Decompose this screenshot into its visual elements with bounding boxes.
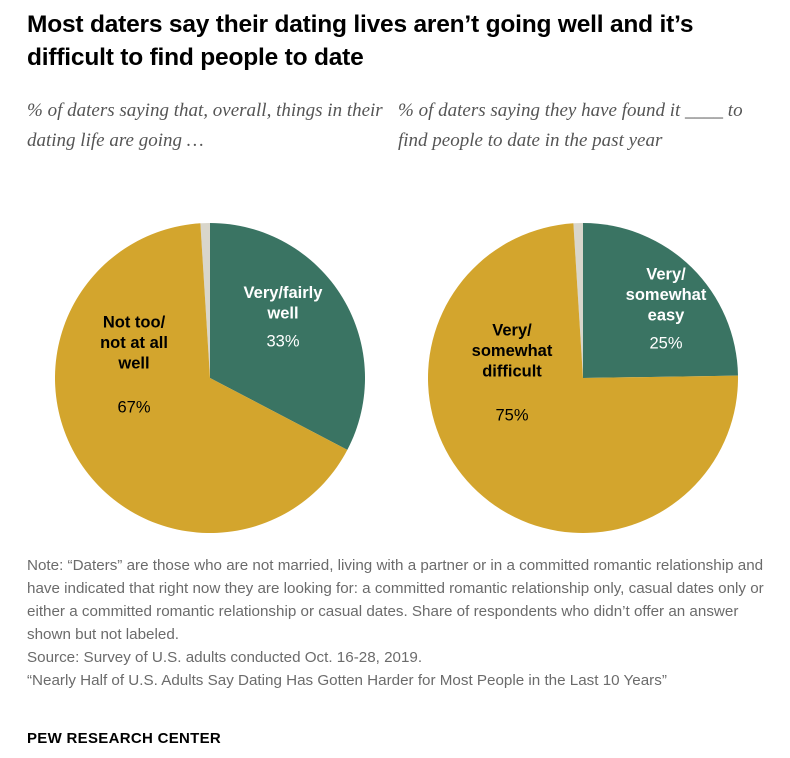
gold-slice [54, 223, 348, 533]
slice-label-line: Very/ [492, 322, 532, 340]
pew-research-center-logo: PEW RESEARCH CENTER [27, 730, 222, 747]
slice-label: Very/fairly well [244, 284, 324, 323]
slice-label-line: somewhat [472, 342, 553, 360]
slice-label-line: well [117, 355, 149, 373]
slice-label-line: not at all [100, 334, 168, 352]
slice-label-line: Very/ [646, 266, 686, 284]
slice-label: Not too/not at all well [100, 314, 168, 373]
slice-label-line: easy [648, 307, 686, 325]
slice-value-label: 75% [495, 407, 528, 425]
slice-value-label: 25% [649, 335, 682, 353]
chart-notes: Note: “Daters” are those who are not mar… [27, 554, 777, 692]
report-title-text: “Nearly Half of U.S. Adults Say Dating H… [27, 672, 667, 689]
dating-life-pie-chart: Very/fairly well 33% Not too/not at all well… [54, 223, 365, 533]
slice-label: Very/somewhat difficult [472, 322, 553, 381]
note-text: Note: “Daters” are those who are not mar… [27, 557, 764, 643]
slice-label-line: Very/fairly [244, 284, 324, 302]
green-slice [583, 223, 738, 378]
slice-label: Very/somewhat easy [626, 266, 707, 325]
unlabeled-slice [200, 223, 210, 378]
slice-label-line: difficult [482, 363, 542, 381]
right-chart-subtitle: % of daters saying they have found it __… [398, 100, 743, 151]
left-chart-subtitle: % of daters saying that, overall, things… [27, 100, 383, 151]
slice-label-line: well [266, 304, 298, 322]
slice-label-line: Not too/ [103, 314, 166, 332]
green-slice [210, 223, 365, 450]
slice-value-label: 67% [117, 399, 150, 417]
unlabeled-slice [573, 223, 583, 378]
chart-title: Most daters say their dating lives aren’… [27, 11, 694, 71]
source-text: Source: Survey of U.S. adults conducted … [27, 649, 423, 666]
slice-value-label: 33% [266, 332, 299, 350]
gold-slice [428, 223, 738, 533]
slice-label-line: somewhat [626, 286, 707, 304]
finding-dates-pie-chart: Very/somewhat easy 25% Very/somewhat difficu… [428, 223, 738, 533]
